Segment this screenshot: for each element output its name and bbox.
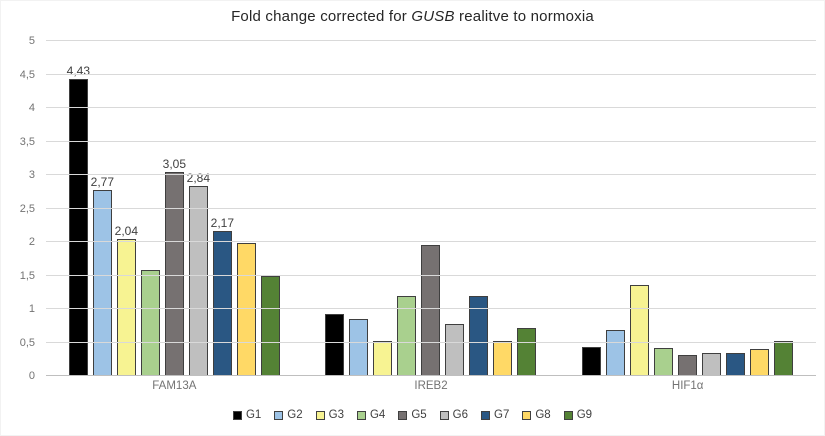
legend-swatch-icon xyxy=(356,410,366,420)
bar-g7-hif1α xyxy=(726,352,746,376)
bar-g1-hif1α xyxy=(582,347,602,376)
gridline xyxy=(46,140,816,142)
legend-swatch-icon xyxy=(274,410,284,420)
bar-data-label: 2,84 xyxy=(186,170,211,185)
legend-swatch-icon xyxy=(232,410,242,420)
legend: G1 G2 G3 G4 G5 G6 G7 G8 G9 xyxy=(1,409,824,421)
x-category-label-hif1α: HIF1α xyxy=(671,380,704,392)
bar-group-fam13a: 4,43 2,77 2,04 3,05 2,84 2,17 xyxy=(67,41,280,376)
gridline xyxy=(46,308,816,309)
y-tick-label: 0 xyxy=(28,370,35,382)
bar-data-label: 2,17 xyxy=(210,215,235,230)
y-tick-label: 5 xyxy=(28,35,35,47)
gridline xyxy=(46,341,816,343)
bar-g7-fam13a: 2,17 xyxy=(211,216,234,376)
bar-g3-ireb2 xyxy=(373,340,393,376)
legend-label: G8 xyxy=(535,409,551,421)
bar-group-ireb2 xyxy=(325,41,537,376)
bar-g8-ireb2 xyxy=(493,340,513,376)
bar-g6-ireb2 xyxy=(445,324,465,376)
y-tick-label: 4,5 xyxy=(19,68,35,81)
gridline xyxy=(46,241,816,242)
bar-g9-hif1α xyxy=(774,341,794,376)
legend-item-g8: G8 xyxy=(522,409,551,421)
y-tick-label: 0,5 xyxy=(19,336,35,349)
y-tick-label: 4 xyxy=(28,102,35,114)
chart-title-suffix: realitve to normoxia xyxy=(454,8,594,25)
bar-g4-hif1α xyxy=(654,347,674,376)
bar-g6-hif1α xyxy=(702,352,722,376)
x-category-label-fam13a: FAM13A xyxy=(152,380,197,392)
y-tick-label: 1 xyxy=(28,303,35,315)
y-tick-label: 1,5 xyxy=(19,269,35,282)
bar-g1-fam13a: 4,43 xyxy=(67,64,90,376)
legend-item-g7: G7 xyxy=(481,409,509,421)
legend-label: G2 xyxy=(287,409,303,421)
gridline xyxy=(46,107,816,108)
plot-area: 4,43 2,77 2,04 3,05 2,84 2,17 xyxy=(46,40,816,376)
legend-swatch-icon xyxy=(439,410,449,420)
bar-g1-ireb2 xyxy=(325,313,345,376)
legend-item-g4: G4 xyxy=(356,409,386,421)
chart-title-gene-italic: GUSB xyxy=(411,8,455,25)
bar-data-label: 4,43 xyxy=(66,64,91,79)
bar-g5-hif1α xyxy=(678,355,698,376)
legend-swatch-icon xyxy=(481,410,491,420)
bar-g8-hif1α xyxy=(750,348,770,376)
bar-g8-fam13a xyxy=(236,243,256,376)
bar-g6-fam13a: 2,84 xyxy=(187,171,210,376)
chart-title: Fold change corrected for GUSB realitve … xyxy=(1,8,824,25)
legend-swatch-icon xyxy=(315,410,325,420)
bar-g9-ireb2 xyxy=(517,328,537,376)
bar-g4-fam13a xyxy=(140,270,160,376)
legend-label: G9 xyxy=(576,409,593,421)
legend-item-g2: G2 xyxy=(274,409,303,421)
gridline xyxy=(46,40,816,41)
bar-g3-hif1α xyxy=(630,284,650,376)
gridline xyxy=(46,274,816,276)
legend-swatch-icon xyxy=(563,410,573,420)
y-axis: 0 0,5 1 1,5 2 2,5 3 3,5 4 4,5 5 xyxy=(1,35,39,382)
legend-label: G7 xyxy=(494,409,510,421)
legend-item-g1: G1 xyxy=(232,409,262,421)
y-tick-label: 2,5 xyxy=(19,202,35,215)
bar-g5-fam13a: 3,05 xyxy=(163,157,186,376)
bars-row: 4,43 2,77 2,04 3,05 2,84 2,17 xyxy=(46,41,816,376)
bar-g5-ireb2 xyxy=(421,245,441,376)
bar-g2-fam13a: 2,77 xyxy=(91,175,114,376)
legend-label: G1 xyxy=(245,409,262,421)
bar-g2-ireb2 xyxy=(349,319,369,376)
legend-label: G3 xyxy=(328,409,344,421)
x-axis: FAM13A IREB2 HIF1α xyxy=(46,380,816,396)
legend-item-g9: G9 xyxy=(563,409,593,421)
legend-label: G4 xyxy=(369,409,386,421)
bar-g2-hif1α xyxy=(606,329,626,376)
bar-g9-fam13a xyxy=(260,275,280,376)
bar-data-label: 2,04 xyxy=(114,224,139,239)
legend-item-g5: G5 xyxy=(398,409,427,421)
gridline xyxy=(46,73,816,75)
legend-label: G6 xyxy=(452,409,469,421)
y-tick-label: 3 xyxy=(28,169,35,181)
y-tick-label: 3,5 xyxy=(19,135,35,148)
bar-group-hif1α xyxy=(582,41,794,376)
chart-title-prefix: Fold change corrected for xyxy=(231,8,412,25)
gridline xyxy=(46,174,816,175)
x-axis-line xyxy=(46,375,816,376)
gridline xyxy=(46,207,816,209)
bar-data-label: 2,77 xyxy=(90,175,115,190)
legend-swatch-icon xyxy=(398,410,408,420)
y-tick-label: 2 xyxy=(28,236,35,248)
x-category-label-ireb2: IREB2 xyxy=(414,380,448,392)
legend-item-g6: G6 xyxy=(439,409,469,421)
legend-item-g3: G3 xyxy=(315,409,344,421)
legend-label: G5 xyxy=(411,409,427,421)
bar-data-label: 3,05 xyxy=(162,156,187,171)
legend-swatch-icon xyxy=(522,410,532,420)
